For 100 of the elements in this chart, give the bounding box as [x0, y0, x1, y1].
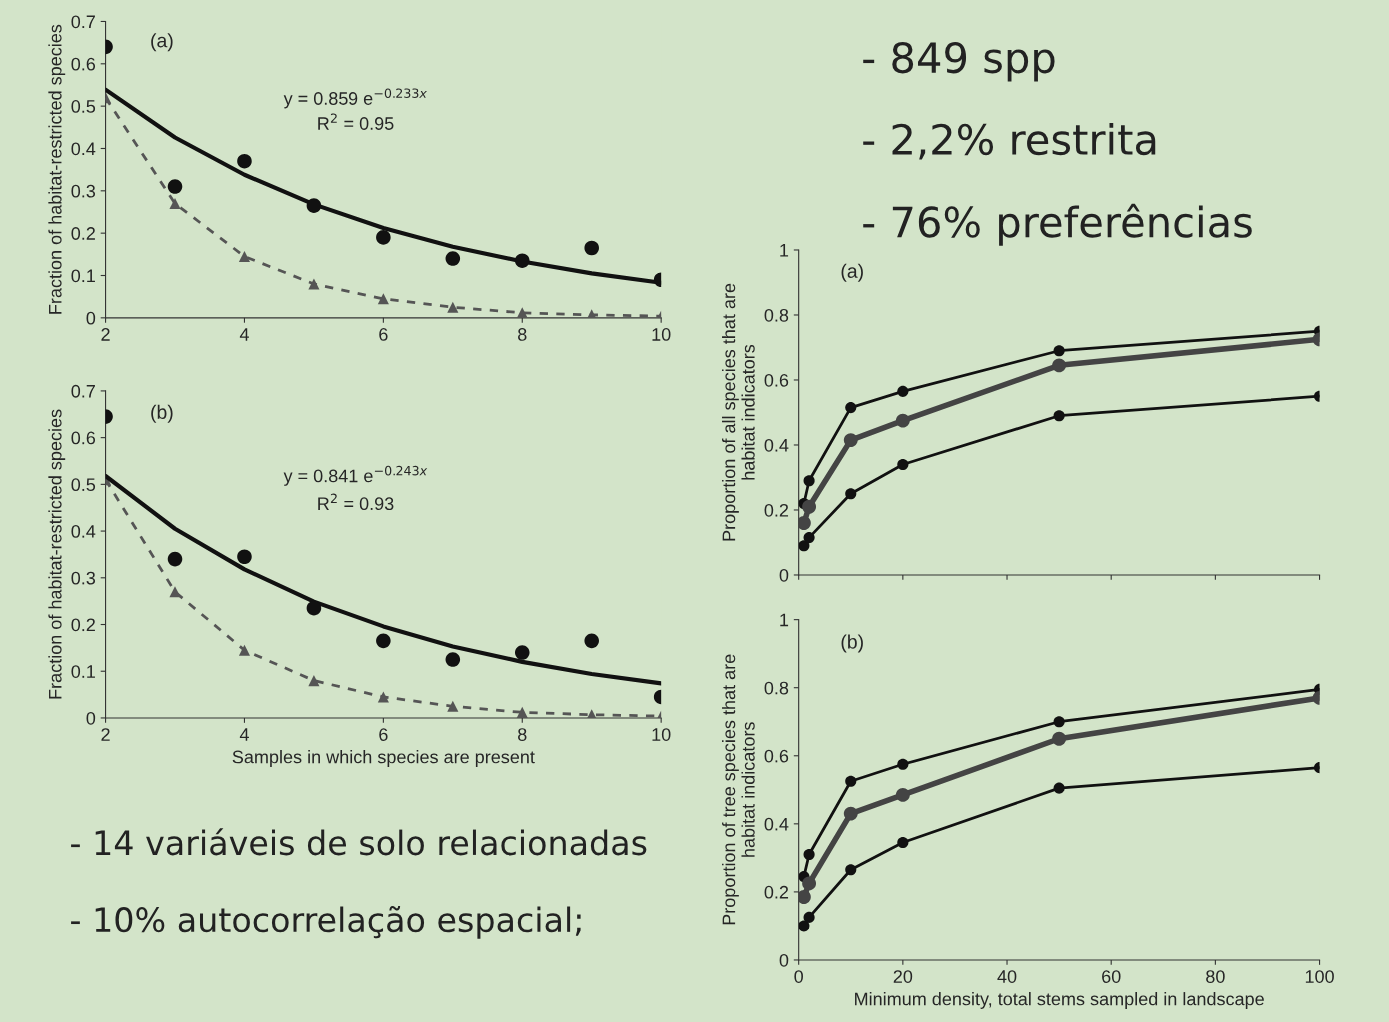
- point: [167, 551, 183, 567]
- point: [447, 301, 459, 313]
- point: [514, 253, 530, 268]
- x-tick-label: 4: [239, 328, 249, 341]
- y-axis-title: Fraction of habitat-restricted species: [48, 24, 66, 314]
- point: [308, 278, 320, 290]
- annotation: R$^{2}$ = 0.93: [318, 493, 394, 511]
- point: [897, 758, 909, 770]
- point: [845, 488, 857, 500]
- x-tick-label: 8: [518, 328, 527, 341]
- y-tick-label: 0.2: [764, 503, 789, 517]
- y-tick-label: 0.1: [71, 269, 95, 283]
- point: [897, 837, 909, 849]
- x-tick-label: 2: [101, 328, 110, 341]
- point: [845, 402, 857, 414]
- y-axis-title: Proportion of all species that are habitat indicators: [722, 283, 755, 541]
- x-tick-label: 80: [1206, 970, 1225, 983]
- y-tick-label: 0: [779, 953, 789, 967]
- point: [238, 644, 251, 656]
- point: [802, 876, 817, 891]
- point: [237, 549, 252, 565]
- y-tick-label: 0.6: [71, 431, 96, 445]
- text: - 849 spp: [863, 41, 1055, 82]
- point: [897, 458, 909, 471]
- annotation: R$^{2}$ = 0.95: [318, 113, 394, 130]
- y-tick-label: 0.1: [71, 665, 95, 678]
- y-tick-label: 0.2: [71, 227, 95, 240]
- y-tick-label: 0.4: [764, 817, 789, 831]
- point: [1053, 345, 1065, 357]
- point: [306, 198, 322, 213]
- point: [845, 864, 857, 876]
- point: [895, 787, 910, 802]
- y-tick-label: 0.8: [764, 681, 789, 695]
- point: [514, 645, 530, 660]
- text: - 2,2% restrita: [863, 122, 1156, 160]
- point: [1053, 410, 1065, 422]
- text: - 76% preferências: [863, 203, 1252, 246]
- x-tick-label: 10: [652, 728, 671, 741]
- annotation: (b): [841, 634, 863, 653]
- y-tick-label: 0.3: [71, 571, 96, 585]
- y-tick-label: 0.2: [764, 885, 789, 899]
- y-tick-label: 0: [86, 311, 96, 325]
- x-tick-label: 8: [518, 728, 527, 741]
- point: [843, 806, 858, 821]
- point: [238, 250, 251, 262]
- text: - 10% autocorrelação espacial;: [71, 905, 581, 939]
- x-tick-label: 4: [239, 728, 249, 741]
- x-tick-label: 40: [997, 970, 1017, 983]
- x-tick-label: 20: [893, 970, 913, 983]
- y-axis-title: Fraction of habitat-restricted species: [48, 409, 66, 699]
- y-tick-label: 0: [779, 568, 789, 582]
- point: [308, 675, 320, 687]
- x-axis-title: Samples in which species are present: [232, 750, 535, 767]
- x-tick-label: 10: [652, 328, 671, 341]
- annotation: y = 0.859 e$^{−0.233x}$: [283, 88, 427, 109]
- y-tick-label: 0.6: [764, 749, 789, 763]
- y-tick-label: 0.2: [71, 618, 95, 632]
- y-tick-label: 1: [780, 613, 789, 627]
- point: [798, 920, 810, 932]
- y-tick-label: 0.8: [764, 308, 789, 322]
- point: [798, 890, 811, 904]
- point: [803, 532, 815, 544]
- point: [584, 240, 599, 256]
- point: [584, 633, 599, 649]
- annotation: y = 0.841 e$^{−0.243x}$: [283, 465, 428, 486]
- point: [237, 153, 252, 169]
- point: [169, 586, 181, 598]
- y-tick-label: 0.7: [71, 384, 95, 398]
- y-tick-label: 0.6: [71, 57, 96, 71]
- point: [803, 911, 815, 923]
- point: [1052, 358, 1067, 373]
- point: [895, 413, 910, 428]
- x-tick-label: 6: [379, 328, 388, 341]
- y-tick-label: 1: [780, 244, 789, 257]
- annotation: (b): [151, 404, 173, 423]
- point: [447, 700, 459, 712]
- point: [169, 197, 181, 210]
- point: [1053, 716, 1065, 728]
- x-tick-label: 0: [794, 970, 803, 983]
- point: [897, 385, 909, 397]
- y-tick-label: 0.5: [71, 100, 96, 113]
- y-tick-label: 0.4: [71, 525, 96, 538]
- x-axis-title: Minimum density, total stems sampled in landscape: [855, 992, 1264, 1009]
- x-tick-label: 100: [1305, 970, 1334, 983]
- point: [376, 633, 391, 649]
- x-tick-label: 2: [101, 728, 110, 741]
- point: [803, 848, 815, 861]
- y-tick-label: 0.6: [764, 373, 789, 387]
- y-tick-label: 0: [86, 711, 96, 725]
- annotation: (a): [151, 33, 173, 52]
- x-tick-label: 60: [1102, 970, 1121, 983]
- y-tick-label: 0.3: [71, 184, 96, 198]
- annotation: (a): [841, 263, 863, 282]
- point: [802, 499, 817, 514]
- text: - 14 variáveis de solo relacionadas: [71, 828, 647, 856]
- point: [798, 540, 810, 552]
- point: [445, 652, 461, 667]
- y-tick-label: 0.4: [71, 142, 96, 156]
- point: [803, 475, 815, 487]
- y-tick-label: 0.4: [764, 438, 789, 452]
